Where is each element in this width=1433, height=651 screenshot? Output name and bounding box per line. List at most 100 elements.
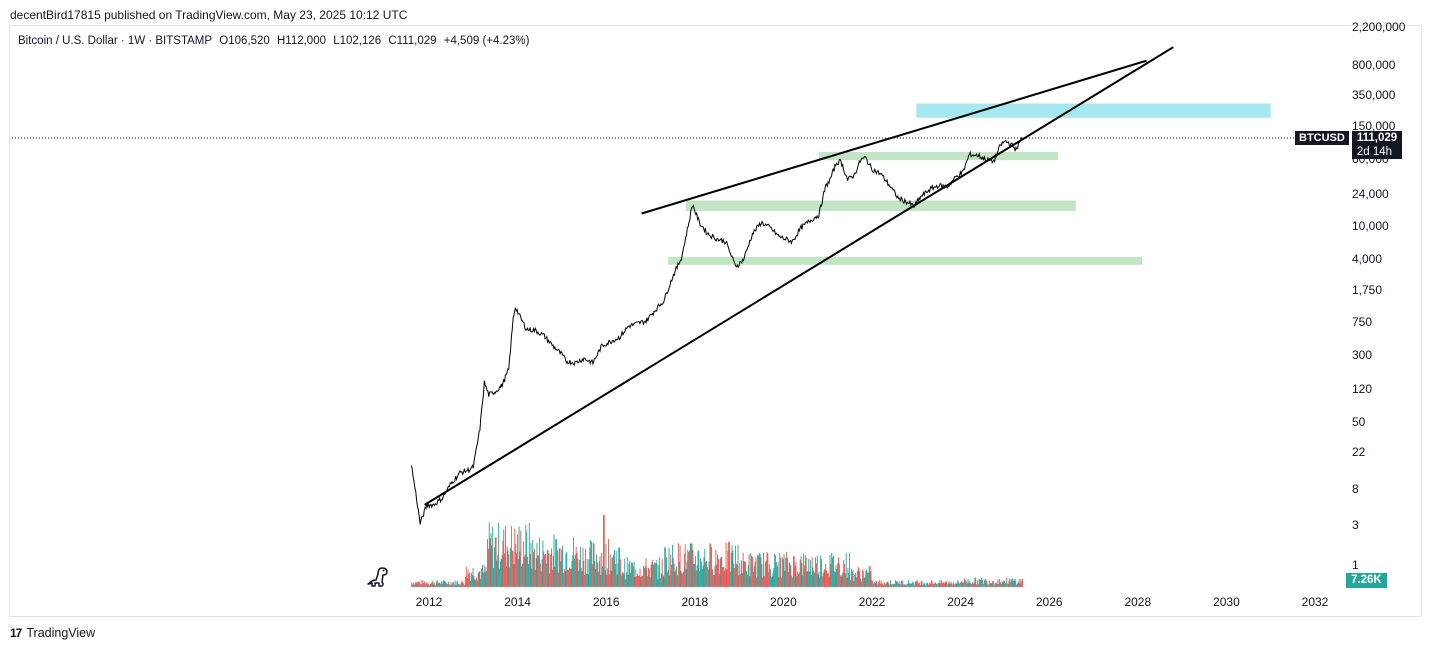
volume-bar <box>671 544 673 587</box>
volume-bar <box>462 582 464 587</box>
volume-bar <box>490 533 492 587</box>
volume-bar <box>561 549 563 587</box>
volume-bar <box>565 553 567 587</box>
volume-bar <box>783 554 785 587</box>
volume-bar <box>989 583 991 587</box>
volume-bar <box>873 583 874 587</box>
footer-brand-label: TradingView <box>26 626 96 640</box>
volume-bar <box>970 583 972 587</box>
volume-bar <box>473 576 475 587</box>
volume-bar <box>919 582 920 587</box>
volume-bar <box>727 550 729 587</box>
volume-bar <box>897 582 899 587</box>
volume-bar <box>735 545 736 587</box>
x-axis: 2012 2014 2016 2018 2020 2022 2024 2026 2028 2030… <box>416 595 1329 609</box>
volume-bar <box>830 564 832 587</box>
volume-bar <box>788 562 790 587</box>
volume-bar <box>660 578 661 587</box>
volume-bar <box>522 541 524 587</box>
volume-bar <box>1015 579 1017 587</box>
volume-bar <box>689 550 690 587</box>
volume-bar <box>782 559 784 587</box>
volume-bar <box>927 583 929 587</box>
volume-bar <box>797 571 799 587</box>
volume-bar <box>604 570 606 587</box>
volume-bar <box>683 571 684 587</box>
volume-bar <box>843 560 845 587</box>
volume-bar <box>538 555 540 587</box>
volume-bar <box>735 563 737 587</box>
volume-bar <box>846 577 848 587</box>
volume-bar <box>481 564 483 587</box>
volume-bar <box>658 565 660 587</box>
volume-bar <box>936 584 938 587</box>
volume-bar <box>597 571 599 587</box>
volume-bar <box>631 562 632 587</box>
volume-bar <box>953 582 955 587</box>
volume-bar <box>693 563 695 587</box>
volume-bar <box>999 582 1001 587</box>
volume-bar <box>763 552 765 587</box>
dinosaur-icon[interactable] <box>367 567 388 587</box>
volume-bar <box>512 551 514 587</box>
volume-bar <box>863 578 865 587</box>
volume-bar <box>710 543 712 587</box>
volume-bar <box>588 559 590 587</box>
volume-bar <box>844 564 845 587</box>
y-tick-label: 4,000 <box>1352 252 1382 266</box>
volume-bar <box>725 542 727 587</box>
volume-bar <box>550 548 552 587</box>
volume-bar <box>898 584 900 587</box>
volume-bar <box>447 581 449 587</box>
volume-bar <box>412 584 414 587</box>
volume-bar <box>621 572 623 587</box>
symbol-info: Bitcoin / U.S. Dollar · 1W · BITSTAMP O1… <box>18 35 533 47</box>
volume-bar <box>618 547 620 587</box>
volume-bar <box>699 571 701 587</box>
volume-bar <box>930 580 932 587</box>
volume-bar <box>876 581 878 587</box>
footer-brand[interactable]: 17 TradingView <box>10 626 95 640</box>
y-tick-label: 50 <box>1352 415 1366 429</box>
volume-bar <box>835 565 837 587</box>
volume-bar <box>1013 579 1015 587</box>
volume-bar <box>548 553 550 587</box>
volume-bar <box>815 563 817 587</box>
volume-bar <box>557 572 559 587</box>
volume-bar <box>427 584 429 587</box>
volume-bar <box>983 579 985 587</box>
volume-bar <box>798 573 799 587</box>
volume-bar <box>684 544 686 587</box>
volume-bar <box>590 540 592 587</box>
symbol-name[interactable]: Bitcoin / U.S. Dollar · 1W · BITSTAMP <box>18 35 213 47</box>
volume-bar <box>722 567 724 587</box>
volume-bar <box>433 584 435 587</box>
x-tick-label: 2022 <box>859 595 886 609</box>
volume-bar <box>503 529 505 587</box>
volume-bar <box>677 543 679 587</box>
volume-bar <box>518 526 520 587</box>
volume-bar <box>567 569 569 587</box>
volume-bar <box>951 583 953 587</box>
volume-bar <box>614 550 615 587</box>
volume-bar <box>771 576 773 587</box>
volume-bar <box>541 559 543 587</box>
volume-bar <box>555 539 557 587</box>
volume-bar <box>578 571 580 587</box>
volume-bar <box>470 572 472 587</box>
volume-bar <box>630 572 632 587</box>
volume-bar <box>872 580 874 587</box>
volume-bar <box>663 576 665 587</box>
volume-bar <box>619 547 621 587</box>
volume-bar <box>855 577 857 587</box>
volume-bar <box>417 582 419 587</box>
volume-bar <box>574 554 576 587</box>
volume-bar <box>712 575 714 587</box>
x-tick-label: 2024 <box>947 595 974 609</box>
volume-bar <box>855 572 857 587</box>
volume-bar <box>952 584 954 587</box>
volume-bar <box>871 579 873 587</box>
volume-bar <box>657 579 659 587</box>
volume-bar <box>743 561 745 587</box>
